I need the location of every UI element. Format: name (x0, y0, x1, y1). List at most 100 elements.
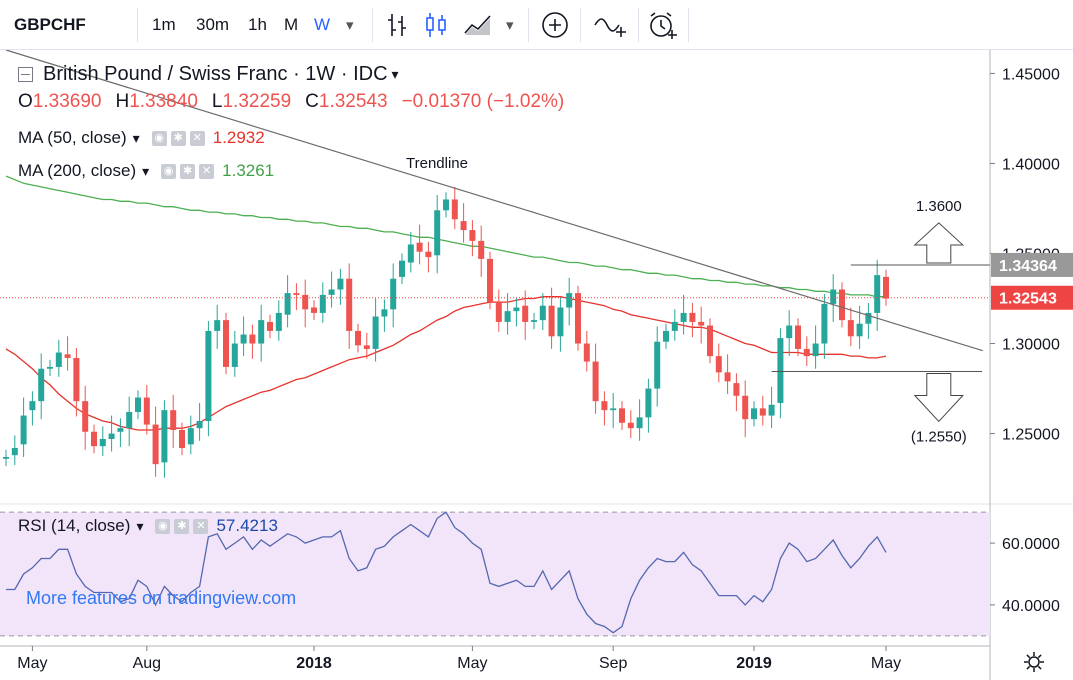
candle-body (319, 294, 326, 313)
candle-body (284, 293, 291, 315)
rsi-label[interactable]: RSI (14, close) (18, 516, 131, 535)
candle-body (3, 456, 9, 459)
ma50-visibility-icon[interactable]: ◉ (151, 130, 167, 146)
series-title-chevron-icon[interactable]: ▾ (391, 66, 399, 82)
candle-body (768, 404, 775, 416)
target-up-label: 1.3600 (916, 198, 962, 215)
candle-body (707, 325, 713, 357)
candle-body (47, 366, 53, 369)
ma200-settings-icon[interactable]: ✱ (180, 163, 196, 179)
candle-body (108, 433, 115, 439)
candle-body (267, 321, 273, 331)
candle-body (856, 323, 863, 337)
candle-body (64, 354, 71, 358)
rsi-chevron-icon[interactable]: ▾ (136, 517, 144, 534)
candle-body (715, 356, 722, 373)
candle-body (416, 242, 423, 252)
candle-body (636, 417, 643, 429)
ohlc-change-value: −0.01370 (−1.02%) (401, 91, 565, 112)
candle-body (724, 372, 731, 382)
interval-month-button[interactable]: M (284, 15, 299, 34)
candle-body (487, 258, 493, 303)
candle-body (99, 438, 106, 447)
rsi-line (6, 511, 887, 634)
interval-30m-button[interactable]: 30m (196, 15, 230, 34)
interval-week-button[interactable]: W (314, 15, 331, 34)
ma200-visibility-icon[interactable]: ◉ (161, 163, 177, 179)
candle-body (126, 411, 133, 429)
candle-body (742, 395, 749, 420)
candle-body (865, 312, 872, 324)
ma50-chevron-icon[interactable]: ▾ (132, 129, 140, 146)
candle-body (363, 345, 370, 349)
add-indicator-icon[interactable] (540, 0, 570, 50)
settings-gear-icon[interactable] (1022, 650, 1046, 674)
toolbar-divider (580, 8, 581, 42)
ma200-chevron-icon[interactable]: ▾ (142, 162, 150, 179)
candle-body (407, 244, 414, 263)
candle-body (566, 293, 573, 308)
trendline (5, 49, 983, 352)
resistance-price-badge-bg (991, 252, 1073, 277)
candle-body (73, 357, 80, 402)
chart-type-dropdown-chevron-icon[interactable]: ▾ (506, 17, 514, 34)
toolbar-divider (528, 8, 529, 42)
alert-clock-icon[interactable] (646, 0, 680, 50)
symbol-search-button[interactable]: GBPCHF (14, 15, 86, 34)
candle-body (311, 307, 317, 313)
candle-body (663, 330, 669, 342)
candle-body (187, 428, 194, 445)
ma50-settings-icon[interactable]: ✱ (170, 130, 186, 146)
series-title[interactable]: British Pound / Swiss Franc · 1W · IDC (43, 63, 388, 85)
candle-body (839, 289, 845, 321)
ma200-value: 1.3261 (222, 161, 275, 180)
ohlc-low-value: 1.32259 (222, 91, 292, 112)
toolbar-divider (688, 8, 689, 42)
interval-dropdown-chevron-icon[interactable]: ▾ (346, 17, 354, 34)
last-price-badge: 1.32543 (999, 291, 1057, 308)
toolbar-divider (638, 8, 639, 42)
ma50-label[interactable]: MA (50, close) (18, 128, 127, 147)
rsi-visibility-icon[interactable]: ◉ (155, 518, 171, 534)
tradingview-link[interactable]: More features on tradingview.com (26, 588, 297, 608)
candle-body (170, 410, 177, 430)
candle-body (20, 415, 27, 445)
bars-style-icon[interactable] (384, 0, 412, 50)
ma200-remove-icon[interactable]: ✕ (199, 163, 215, 179)
toolbar-divider (137, 8, 138, 42)
candle-body (671, 321, 678, 331)
price-tick-label: 1.25000 (1002, 427, 1060, 444)
candle-body (451, 199, 458, 220)
ma200-label[interactable]: MA (200, close) (18, 161, 137, 180)
candle-body (733, 383, 740, 396)
rsi-remove-icon[interactable]: ✕ (193, 518, 209, 534)
candle-body (583, 343, 590, 362)
ohlc-high-value: 1.33840 (129, 91, 198, 112)
candle-body (777, 338, 784, 403)
interval-1h-button[interactable]: 1h (248, 15, 267, 34)
interval-1m-button[interactable]: 1m (152, 15, 176, 34)
compare-symbol-icon[interactable] (592, 0, 630, 50)
candle-body (302, 294, 309, 310)
ma50-value: 1.2932 (212, 128, 265, 147)
candle-body (539, 305, 546, 321)
area-style-icon[interactable] (462, 0, 494, 50)
candle-body (478, 240, 485, 259)
candle-body (152, 424, 159, 465)
candle-body (786, 325, 793, 339)
ma50-remove-icon[interactable]: ✕ (189, 130, 205, 146)
candle-body (328, 289, 335, 295)
rsi-tick-label: 60.0000 (1002, 536, 1060, 553)
time-tick-label: Sep (599, 655, 628, 672)
candle-body (680, 312, 687, 322)
candle-body (196, 420, 203, 429)
candle-body (381, 309, 388, 317)
collapse-legend-icon[interactable] (18, 67, 33, 82)
rsi-legend: RSI (14, close) ▾ ◉ ✱ ✕ 57.4213 (18, 516, 278, 536)
ohlc-close-value: 1.32543 (318, 91, 388, 112)
target-down-arrow (913, 372, 964, 423)
candles-style-icon[interactable] (422, 0, 450, 50)
rsi-settings-icon[interactable]: ✱ (174, 518, 190, 534)
candle-body (557, 307, 564, 337)
